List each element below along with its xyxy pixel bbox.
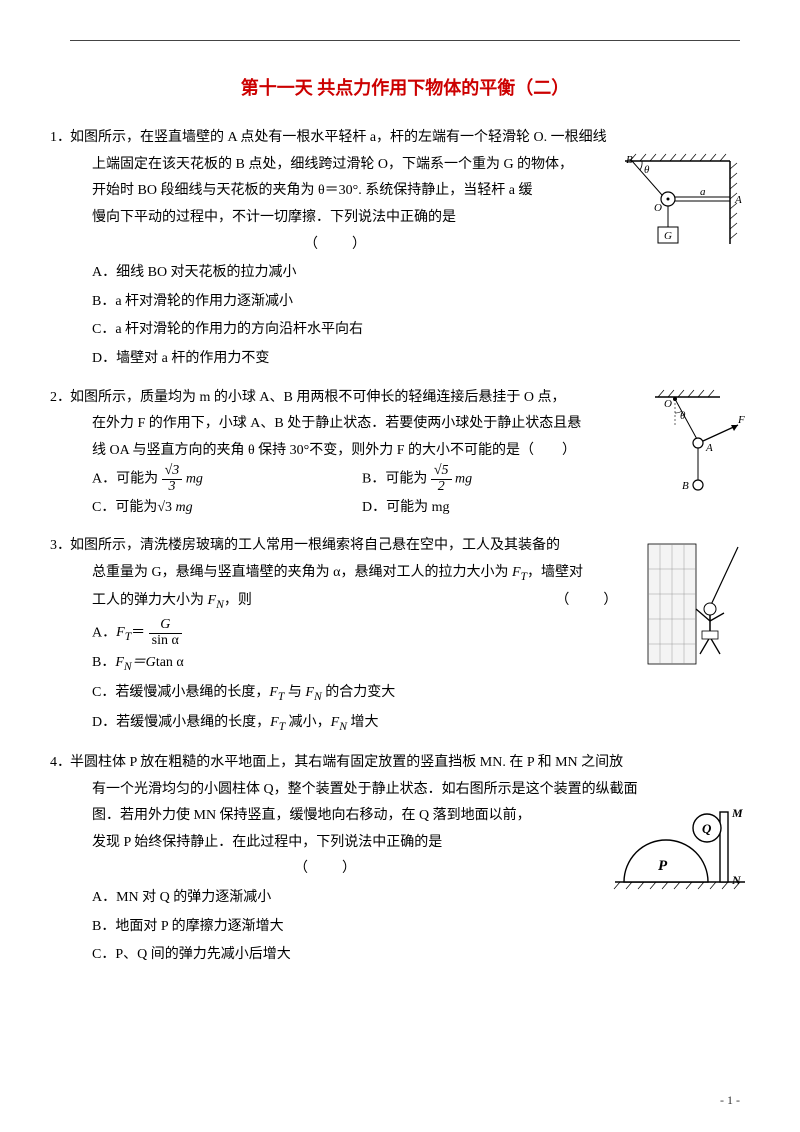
fig1-B-label: B	[626, 154, 633, 166]
page: 第十一天 共点力作用下物体的平衡（二） 1． 如图所示，在竖直墙壁的 A 点处有…	[0, 0, 800, 1132]
q1-number: 1．	[50, 125, 71, 152]
q2-opt-d: D．可能为 mg	[362, 495, 632, 522]
fig1-A-label: A	[734, 194, 742, 206]
fig2-B-label: B	[682, 480, 689, 492]
q3-number: 3．	[50, 533, 71, 560]
fig2-A-label: A	[705, 442, 713, 454]
q1-opt-c: C．a 杆对滑轮的作用力的方向沿杆水平向右	[70, 317, 740, 344]
q4-figure: P Q M N	[610, 800, 750, 906]
q1-line1: 如图所示，在竖直墙壁的 A 点处有一根水平轻杆 a，杆的左端有一个轻滑轮 O. …	[70, 125, 740, 152]
q2-line2: 在外力 F 的作用下，小球 A、B 处于静止状态．若要使两小球处于静止状态且悬	[70, 411, 740, 438]
top-rule	[70, 40, 740, 41]
q1-opt-b: B．a 杆对滑轮的作用力逐渐减小	[70, 289, 740, 316]
q4-number: 4．	[50, 750, 71, 777]
q2-line1: 如图所示，质量均为 m 的小球 A、B 用两根不可伸长的轻绳连接后悬挂于 O 点…	[70, 385, 740, 412]
q1-figure: B θ O a A G	[620, 149, 750, 265]
q2-opt-b: B．可能为 √52 mg	[362, 464, 632, 494]
fig1-O-label: O	[654, 202, 662, 214]
q2-opt-row2: C．可能为√3 mg D．可能为 mg	[70, 495, 740, 522]
fig2-F-label: F	[737, 414, 745, 426]
q2-opt-c: C．可能为√3 mg	[92, 495, 362, 522]
question-2: 2． O θ A B	[70, 385, 740, 522]
q2-figure: O θ A B F	[650, 385, 750, 526]
page-number: - 1 -	[720, 1089, 740, 1112]
q3-figure	[640, 539, 750, 680]
question-1: 1． 如图所示，在竖直墙壁的 A 点处有一根水平轻杆 a，杆的左端有一个轻滑轮 …	[70, 125, 740, 372]
q1-opt-d: D．墙壁对 a 杆的作用力不变	[70, 346, 740, 373]
question-4: 4． P Q	[70, 750, 740, 969]
question-3: 3． 如图所示，清洗楼房玻璃的工人常用一	[70, 533, 740, 738]
q3-opt-c: C．若缓慢减小悬绳的长度，FT 与 FN 的合力变大	[70, 680, 740, 708]
q3-opt-d: D．若缓慢减小悬绳的长度，FT 减小，FN 增大	[70, 710, 740, 738]
fraction-icon: Gsin α	[149, 618, 182, 648]
fig4-Q-label: Q	[702, 821, 712, 836]
fig2-theta-label: θ	[680, 410, 686, 422]
q4-line1: 半圆柱体 P 放在粗糙的水平地面上，其右端有固定放置的竖直挡板 MN. 在 P …	[70, 750, 740, 777]
q4-opt-c: C．P、Q 间的弹力先减小后增大	[70, 942, 740, 969]
page-title: 第十一天 共点力作用下物体的平衡（二）	[70, 71, 740, 105]
fig1-theta-label: θ	[644, 164, 650, 176]
fig2-O-label: O	[664, 398, 672, 410]
fig4-M-label: M	[731, 806, 743, 820]
q2-opt-a: A．可能为 √33 mg	[92, 464, 362, 494]
fraction-icon: √33	[162, 464, 183, 494]
fig4-N-label: N	[731, 873, 742, 887]
q2-line3: 线 OA 与竖直方向的夹角 θ 保持 30°不变，则外力 F 的大小不可能的是（…	[70, 438, 740, 465]
fig1-a-label: a	[700, 186, 706, 198]
fig4-P-label: P	[658, 858, 668, 874]
q4-opt-b: B．地面对 P 的摩擦力逐渐增大	[70, 914, 740, 941]
q2-opt-row1: A．可能为 √33 mg B．可能为 √52 mg	[70, 464, 740, 494]
fig1-G-label: G	[664, 230, 672, 242]
fraction-icon: √52	[431, 464, 452, 494]
q2-number: 2．	[50, 385, 71, 412]
